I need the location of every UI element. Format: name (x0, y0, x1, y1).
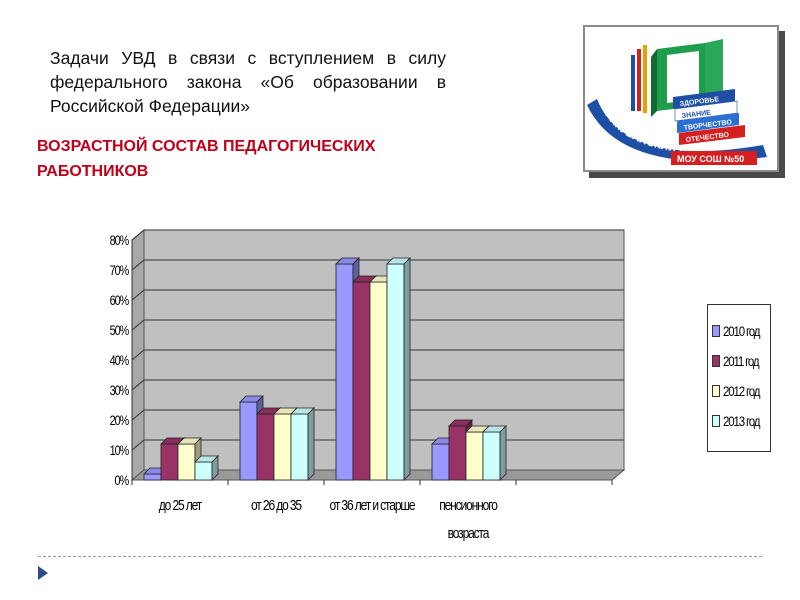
y-tick-label: 70% (110, 263, 129, 279)
gridline (131, 229, 624, 241)
legend-label: 2013 год (723, 413, 760, 429)
gridline (131, 349, 624, 361)
y-tick-label: 80% (110, 233, 129, 249)
next-slide-arrow-icon[interactable] (38, 566, 48, 580)
gridline (131, 319, 624, 331)
legend-swatch (712, 385, 720, 397)
legend-swatch (712, 325, 720, 337)
y-tick-label: 50% (110, 323, 129, 339)
legend-label: 2010 год (723, 323, 760, 339)
x-tick-label: возраста (448, 525, 490, 542)
gridline (131, 259, 624, 271)
age-chart: 0% 10% 20% 30% 40% 50% 60% 70% 80% до 25 лет от 26… (100, 210, 790, 560)
chart-canvas: 0% 10% 20% 30% 40% 50% 60% 70% 80% до 25 лет от 26… (110, 228, 626, 542)
chart-legend: 2010 год 2011 год 2012 год 2013 год (707, 304, 771, 452)
legend-item: 2013 год (712, 409, 767, 433)
legend-label: 2012 год (723, 383, 760, 399)
x-tick-label: от 26 до 35 (251, 497, 302, 514)
legend-label: 2011 год (723, 353, 760, 369)
y-tick-label: 30% (110, 383, 129, 399)
x-tick-label: пенсионного (439, 497, 497, 514)
logo-school: МОУ СОШ №50 (677, 154, 744, 164)
y-tick-label: 40% (110, 353, 129, 369)
footer-divider (38, 556, 762, 557)
school-logo: ЗДОРОВЬЕ ЗНАНИЕ ТВОРЧЕСТВО ОТЕЧЕСТВО ПРИ… (583, 25, 779, 172)
bar-3-3 (482, 425, 507, 481)
bar-1-3 (290, 407, 315, 481)
intro-text: Задачи УВД в связи с вступлением в силу … (50, 48, 446, 116)
x-tick-label: от 36 лет и старше (330, 497, 416, 514)
legend-swatch (712, 415, 720, 427)
section-title: ВОЗРАСТНОЙ СОСТАВ ПЕДАГОГИЧЕСКИХ РАБОТНИ… (37, 138, 376, 180)
logo-ribbon-1: ЗДОРОВЬЕ (679, 96, 719, 108)
x-tick-label: до 25 лет (159, 497, 202, 514)
y-tick-label: 60% (110, 293, 129, 309)
legend-item: 2011 год (712, 349, 766, 373)
logo-emblem-icon: ЗДОРОВЬЕ ЗНАНИЕ ТВОРЧЕСТВО ОТЕЧЕСТВО ПРИ… (585, 27, 777, 170)
logo-ribbon-2: ЗНАНИЕ (681, 109, 711, 120)
legend-item: 2010 год (712, 319, 767, 343)
y-tick-label: 20% (110, 413, 129, 429)
y-tick-label: 10% (110, 443, 129, 459)
legend-swatch (712, 355, 720, 367)
gridline (131, 289, 624, 301)
bar-2-3 (386, 257, 411, 481)
gridline (131, 379, 624, 391)
legend-item: 2012 год (712, 379, 767, 403)
gridline (131, 409, 624, 421)
y-tick-label: 0% (115, 473, 129, 489)
bar-0-3 (194, 455, 219, 481)
